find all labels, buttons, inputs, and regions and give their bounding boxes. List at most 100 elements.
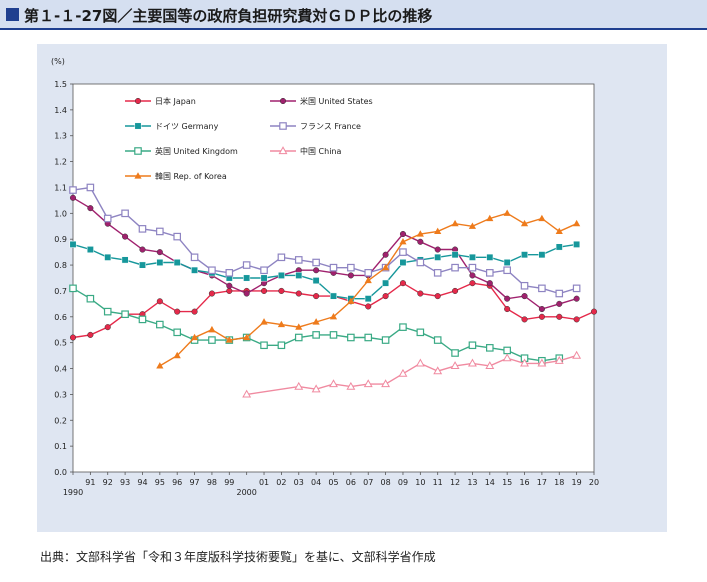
data-point [104,253,112,261]
x-tick-label: 99 [224,478,234,487]
data-point [572,350,582,359]
data-point [590,308,598,315]
data-point [208,266,216,275]
data-point [538,284,546,293]
data-point [329,379,338,388]
x-tick-label: 04 [311,478,321,487]
data-point [242,389,252,398]
data-point [416,258,425,267]
data-point [434,293,441,300]
data-point [208,325,216,333]
y-axis-label: (%) [51,57,65,66]
x-tick-label: 92 [103,478,113,487]
x-tick-label: 98 [207,478,217,487]
data-point [139,261,146,269]
data-point [329,263,338,272]
data-point [347,297,355,304]
data-point [433,269,442,277]
data-point [103,307,112,316]
legend-label: 米国 United States [300,96,373,106]
x-tick-label: 05 [328,478,338,487]
data-point [382,263,390,271]
data-point [486,253,494,261]
data-point [417,238,424,245]
data-point [346,381,356,390]
data-point [174,308,181,315]
data-point [434,253,442,261]
data-point [312,318,320,325]
data-point [554,355,564,364]
data-point [450,361,460,370]
data-point [520,219,529,227]
data-point [139,246,146,253]
x-tick-label: 1990 [63,488,83,497]
y-tick-label: 0.1 [54,442,67,451]
x-tick-label: 08 [381,478,391,487]
data-point [121,256,129,264]
data-point [190,253,199,262]
data-point [502,353,512,362]
data-point [277,253,286,262]
line-chart: 0.0 0.1 0.2 0.3 0.4 0.5 0.6 0.7 0.8 0.9 1.0 1.1 1.2 1… [51,57,599,497]
data-point [260,341,268,350]
data-point [347,333,355,342]
data-point [225,269,234,277]
data-point [134,97,142,105]
data-point [521,316,528,323]
data-point [191,266,199,274]
data-point [573,316,580,323]
x-tick-label: 97 [189,478,199,487]
data-point [451,263,459,272]
data-point [312,331,320,339]
data-point [173,351,181,359]
data-point [399,248,407,256]
data-point [469,272,476,279]
x-tick-label: 95 [155,478,165,487]
legend-label: ドイツ Germany [155,122,219,131]
data-point [103,214,112,223]
x-tick-label: 15 [502,478,512,487]
y-tick-label: 0.5 [54,339,67,348]
y-tick-label: 0.4 [54,365,67,374]
data-point [520,358,529,367]
data-point [573,219,581,227]
data-point [556,300,563,307]
legend-item: 韓国 Rep. of Korea [125,171,227,181]
data-point [278,287,285,294]
data-point [260,266,268,275]
x-tick-label: 03 [294,478,304,487]
data-point [398,368,408,377]
data-point [538,313,545,320]
data-point [277,341,286,350]
data-point [364,295,372,303]
data-point [503,266,511,275]
data-point [486,280,493,287]
data-point [486,214,494,222]
data-point [226,282,233,289]
y-tick-label: 1.1 [54,183,67,192]
y-tick-label: 0.8 [54,261,67,270]
data-point [156,298,163,305]
x-tick-label: 11 [433,478,443,487]
data-point [452,287,459,294]
data-point [434,246,441,253]
data-point [294,333,303,342]
data-point [134,172,142,179]
data-point [468,222,477,229]
data-point [538,251,546,259]
data-point [504,305,511,313]
data-point [313,293,320,300]
y-tick-label: 1.2 [54,158,67,167]
data-point [433,366,443,375]
data-point [87,331,94,338]
data-point [104,324,111,331]
data-point [555,289,564,298]
data-point [485,361,495,370]
data-point [365,303,372,310]
data-point [503,346,511,355]
data-point [330,292,337,300]
y-tick-label: 1.5 [54,80,67,89]
x-tick-label: 12 [450,478,460,487]
data-point [208,336,216,344]
legend-item: 日本 Japan [125,96,196,106]
